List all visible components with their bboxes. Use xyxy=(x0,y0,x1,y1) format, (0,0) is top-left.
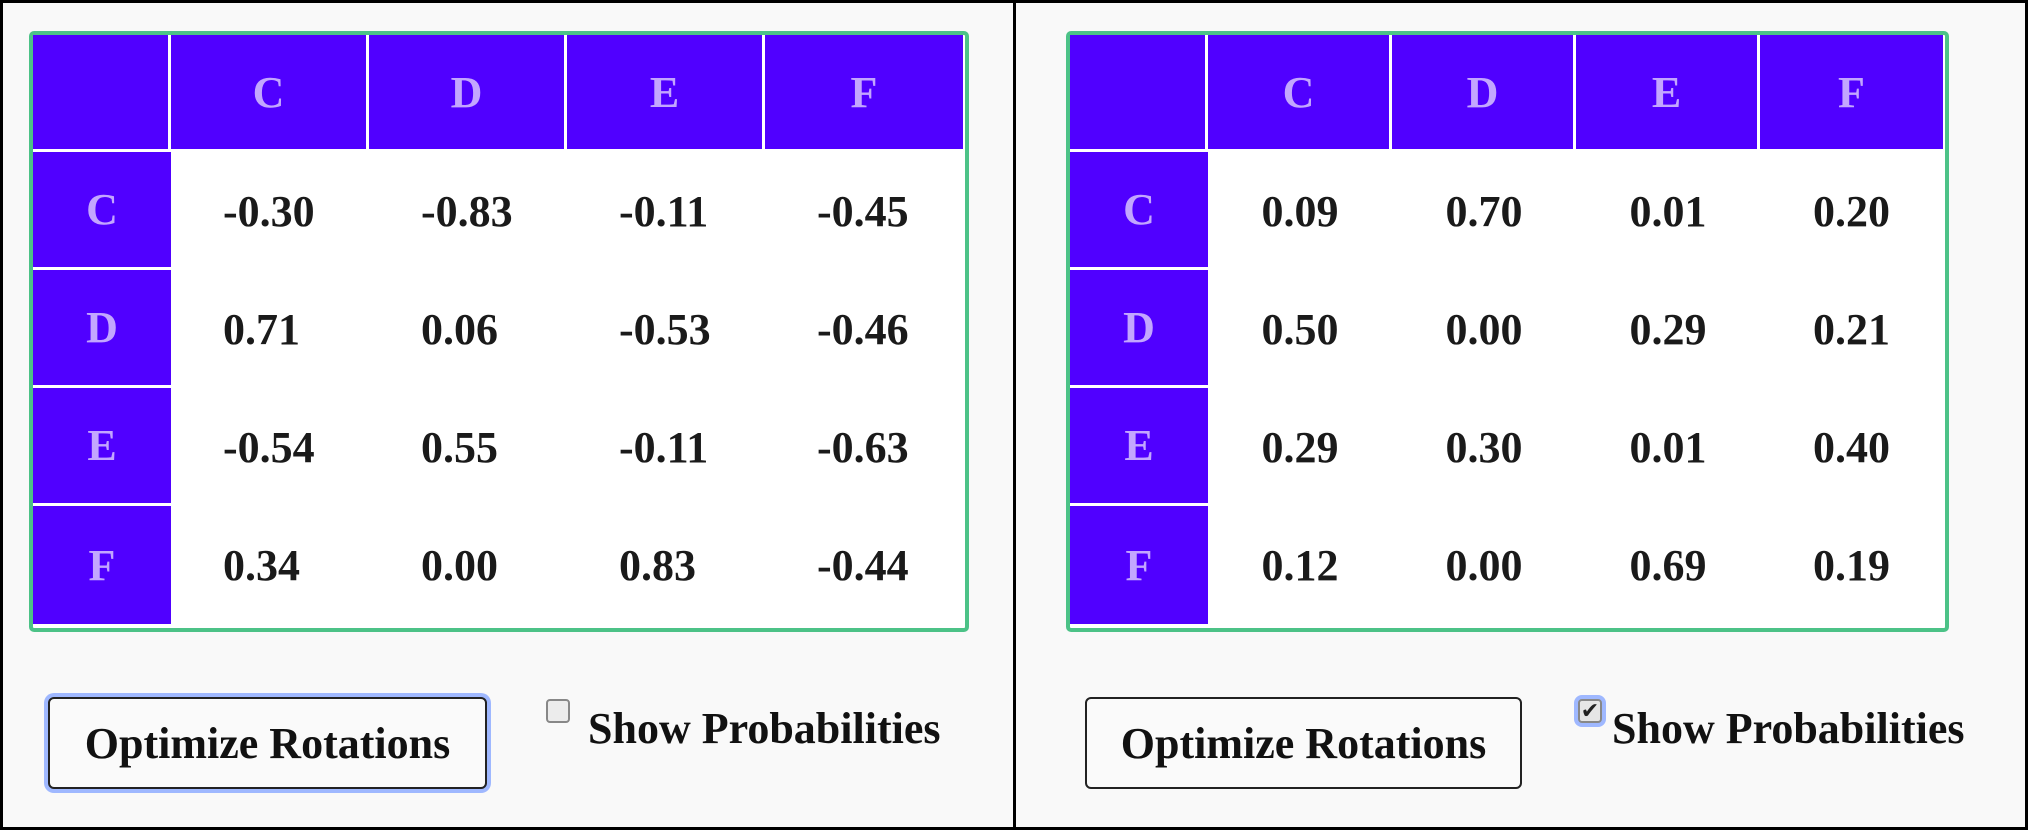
row-header: C xyxy=(33,152,171,270)
matrix-cell: 0.55 xyxy=(369,388,567,506)
panel-divider xyxy=(1013,0,1016,830)
show-probabilities-label[interactable]: Show Probabilities xyxy=(1612,704,1965,753)
row-header: F xyxy=(1070,506,1208,624)
column-header: D xyxy=(1392,35,1576,152)
matrix-cell: 0.83 xyxy=(567,506,765,624)
matrix-cell: 0.20 xyxy=(1760,152,1943,270)
matrix-cell: 0.69 xyxy=(1576,506,1760,624)
matrix-cell: 0.00 xyxy=(369,506,567,624)
probability-matrix-table: C D E F C 0.09 0.70 0.01 0.20 D 0.50 0.0… xyxy=(1066,31,1949,632)
show-probabilities-label[interactable]: Show Probabilities xyxy=(588,704,941,753)
matrix-cell: 0.00 xyxy=(1392,270,1576,388)
row-header: C xyxy=(1070,152,1208,270)
table-corner xyxy=(33,35,171,152)
matrix-cell: 0.12 xyxy=(1208,506,1392,624)
column-header: E xyxy=(567,35,765,152)
matrix-cell: -0.11 xyxy=(567,388,765,506)
matrix-cell: -0.30 xyxy=(171,152,369,270)
matrix-cell: 0.29 xyxy=(1208,388,1392,506)
row-header: D xyxy=(33,270,171,388)
row-header: F xyxy=(33,506,171,624)
column-header: F xyxy=(1760,35,1943,152)
show-probabilities-toggle[interactable]: Show Probabilities xyxy=(546,695,940,751)
matrix-cell: -0.44 xyxy=(765,506,963,624)
matrix-cell: -0.63 xyxy=(765,388,963,506)
checkmark-icon: ✔ xyxy=(1580,698,1600,723)
column-header: F xyxy=(765,35,963,152)
matrix-cell: -0.53 xyxy=(567,270,765,388)
column-header: E xyxy=(1576,35,1760,152)
matrix-cell: 0.19 xyxy=(1760,506,1943,624)
column-header: D xyxy=(369,35,567,152)
matrix-cell: 0.00 xyxy=(1392,506,1576,624)
matrix-cell: 0.01 xyxy=(1576,388,1760,506)
row-header: D xyxy=(1070,270,1208,388)
row-header: E xyxy=(1070,388,1208,506)
matrix-cell: 0.06 xyxy=(369,270,567,388)
matrix-cell: -0.11 xyxy=(567,152,765,270)
column-header: C xyxy=(171,35,369,152)
matrix-cell: 0.01 xyxy=(1576,152,1760,270)
optimize-rotations-button[interactable]: Optimize Rotations xyxy=(1085,697,1522,789)
column-header: C xyxy=(1208,35,1392,152)
matrix-cell: 0.34 xyxy=(171,506,369,624)
matrix-cell: 0.30 xyxy=(1392,388,1576,506)
show-probabilities-toggle[interactable]: ✔ Show Probabilities xyxy=(1578,695,1964,751)
matrix-cell: 0.21 xyxy=(1760,270,1943,388)
show-probabilities-checkbox[interactable] xyxy=(546,699,570,723)
matrix-cell: -0.54 xyxy=(171,388,369,506)
matrix-cell: 0.50 xyxy=(1208,270,1392,388)
matrix-cell: 0.09 xyxy=(1208,152,1392,270)
right-panel: C D E F C 0.09 0.70 0.01 0.20 D 0.50 0.0… xyxy=(1016,0,2028,830)
matrix-cell: 0.71 xyxy=(171,270,369,388)
rotation-matrix-table: C D E F C -0.30 -0.83 -0.11 -0.45 D 0.71… xyxy=(29,31,969,632)
row-header: E xyxy=(33,388,171,506)
matrix-cell: 0.70 xyxy=(1392,152,1576,270)
left-panel: C D E F C -0.30 -0.83 -0.11 -0.45 D 0.71… xyxy=(0,0,1013,830)
matrix-cell: -0.45 xyxy=(765,152,963,270)
matrix-cell: 0.40 xyxy=(1760,388,1943,506)
show-probabilities-checkbox[interactable]: ✔ xyxy=(1578,699,1602,723)
matrix-cell: 0.29 xyxy=(1576,270,1760,388)
matrix-cell: -0.46 xyxy=(765,270,963,388)
optimize-rotations-button[interactable]: Optimize Rotations xyxy=(48,697,487,789)
table-corner xyxy=(1070,35,1208,152)
matrix-cell: -0.83 xyxy=(369,152,567,270)
